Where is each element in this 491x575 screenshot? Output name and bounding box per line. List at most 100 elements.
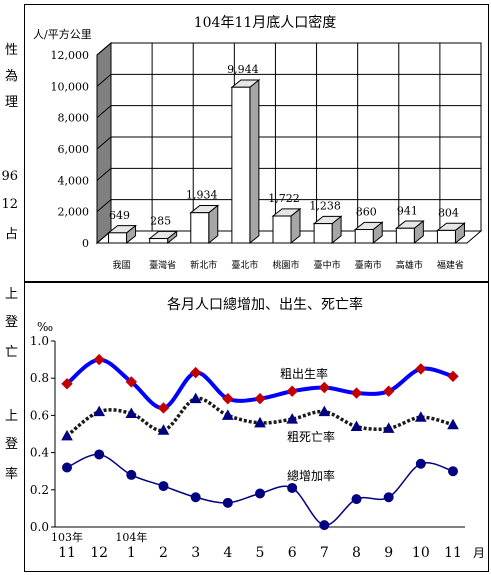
x-tick-label: 6 xyxy=(288,545,297,561)
y-axis-label: ‰ xyxy=(37,320,53,334)
data-point xyxy=(350,387,363,399)
y-tick-label: 10,000 xyxy=(51,80,90,93)
left-margin-text: 性為理 96 12 占上登亡上登率 xyxy=(0,0,20,573)
data-point xyxy=(414,411,427,422)
bar-side xyxy=(249,78,260,245)
data-point xyxy=(383,492,394,503)
margin-fragment: 占 xyxy=(4,227,18,242)
bar xyxy=(231,86,251,244)
margin-fragment: 登 xyxy=(4,315,18,330)
x-tick-label: 福建省 xyxy=(437,259,464,271)
margin-fragment: 上 xyxy=(4,409,18,424)
data-point xyxy=(190,492,201,503)
margin-fragment: 理 xyxy=(4,95,18,110)
bar-value-label: 1,238 xyxy=(309,200,341,213)
x-tick-label: 桃園市 xyxy=(272,259,299,271)
bar-value-label: 860 xyxy=(356,206,377,219)
y-tick-label: 2,000 xyxy=(58,206,90,219)
margin-fragment: 亡 xyxy=(4,345,18,360)
y-tick-label: 0.4 xyxy=(30,446,49,460)
x-tick-label: 臺北市 xyxy=(231,259,258,271)
margin-fragment: 登 xyxy=(4,437,18,452)
y-tick-label: 6,000 xyxy=(58,143,90,156)
x-tick-label: 我國 xyxy=(113,260,131,271)
chart-title: 104年11月底人口密度 xyxy=(194,14,337,31)
y-axis-label: 人/平方公里 xyxy=(33,27,92,41)
bar xyxy=(190,212,210,244)
chart-title: 各月人口總增加、出生、死亡率 xyxy=(167,296,363,313)
data-point xyxy=(157,402,170,414)
y-tick-label: 12,000 xyxy=(51,49,90,62)
x-tick-label: 1 xyxy=(127,545,136,561)
y-tick-label: 4,000 xyxy=(58,174,90,187)
bar-value-label: 649 xyxy=(109,209,130,222)
x-tick-label: 7 xyxy=(320,545,329,561)
y-tick-label: 1.0 xyxy=(30,334,49,348)
series-label: 粗出生率 xyxy=(280,366,328,381)
bar-value-label: 941 xyxy=(397,204,418,217)
data-point xyxy=(222,392,234,405)
data-point xyxy=(350,420,363,432)
data-point xyxy=(189,366,202,379)
y-tick-label: 8,000 xyxy=(58,112,90,125)
data-point xyxy=(254,416,266,428)
data-point xyxy=(447,370,459,383)
gridline-side xyxy=(96,136,112,150)
margin-fragment: 為 xyxy=(4,69,18,84)
data-point xyxy=(286,385,298,397)
bar xyxy=(354,229,374,244)
y-tick-label: 0 xyxy=(82,237,89,250)
x-tick-label: 5 xyxy=(256,545,265,561)
gridline-side xyxy=(96,167,112,181)
data-point xyxy=(382,385,395,397)
gridline-side xyxy=(96,105,112,119)
data-point xyxy=(222,497,233,508)
year-label: 103年 xyxy=(51,530,83,544)
margin-fragment: 12 xyxy=(1,197,18,212)
data-point xyxy=(448,466,458,477)
bar xyxy=(436,229,456,244)
data-point xyxy=(415,458,426,469)
data-point xyxy=(158,481,169,492)
y-tick-label: 0.6 xyxy=(30,408,49,422)
data-point xyxy=(255,488,265,499)
data-point xyxy=(318,381,331,394)
bar xyxy=(313,223,333,244)
x-tick-label: 4 xyxy=(223,545,232,561)
y-tick-label: 0.2 xyxy=(30,483,49,497)
density-chart-panel: 104年11月底人口密度人/平方公里 0 2,000 4,000 6,000 8,000 1… xyxy=(24,4,489,282)
bar-value-label: 9,944 xyxy=(227,63,259,76)
series-label: 粗死亡率 xyxy=(287,429,335,444)
year-label: 104年 xyxy=(115,530,147,544)
data-point xyxy=(93,405,106,417)
bar-value-label: 804 xyxy=(438,206,459,219)
data-point xyxy=(62,462,72,473)
x-tick-label: 10 xyxy=(412,545,430,561)
x-tick-label: 新北市 xyxy=(190,259,217,271)
margin-fragment: 性 xyxy=(4,43,18,58)
x-tick-label: 高雄市 xyxy=(396,259,423,271)
data-point xyxy=(61,378,73,390)
data-point xyxy=(287,482,298,493)
data-point xyxy=(157,424,170,435)
series-label: 總增加率 xyxy=(287,468,335,483)
margin-fragment: 上 xyxy=(4,287,18,302)
bar xyxy=(108,232,128,244)
data-point xyxy=(254,392,266,405)
x-tick-label: 11 xyxy=(58,545,76,561)
x-tick-label: 8 xyxy=(352,545,361,561)
margin-fragment: 率 xyxy=(4,467,18,482)
x-tick-label: 12 xyxy=(90,545,108,561)
margin-fragment: 96 xyxy=(1,169,18,184)
data-point xyxy=(286,413,299,424)
gridline-side xyxy=(96,42,112,56)
y-tick-label: 0.8 xyxy=(30,371,49,385)
data-point xyxy=(125,407,138,419)
x-tick-label: 9 xyxy=(384,545,393,561)
x-tick-label: 臺南市 xyxy=(355,259,382,271)
data-point xyxy=(382,422,395,433)
bar xyxy=(395,227,415,244)
x-tick-label: 臺中市 xyxy=(314,259,341,271)
rates-line-chart: 各月人口總增加、出生、死亡率‰0.00.20.40.60.81.011 12 1 2 3… xyxy=(30,296,485,561)
